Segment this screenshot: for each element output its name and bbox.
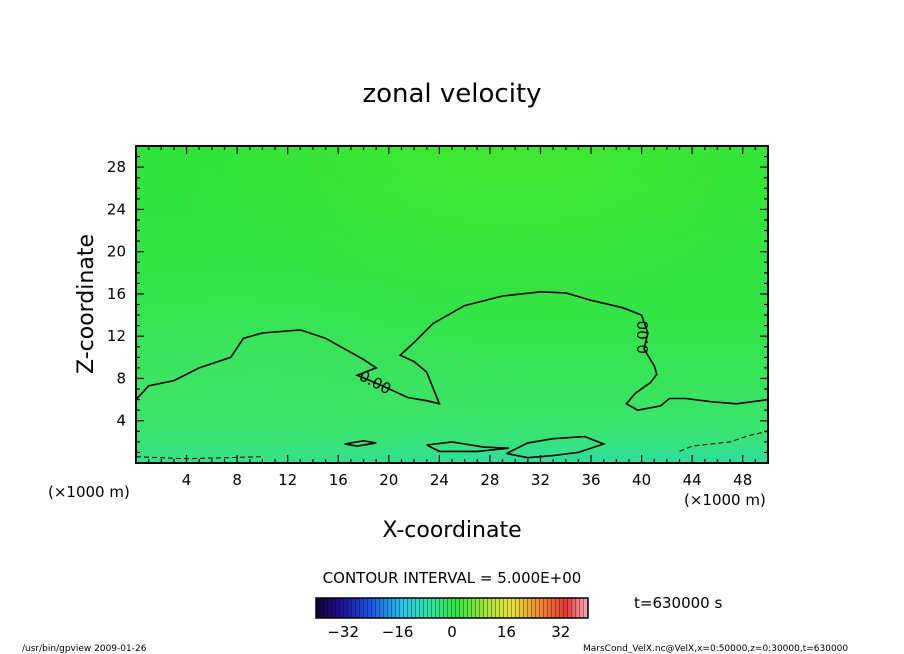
- y-tick-label: 20: [107, 243, 126, 261]
- zero-contour-line: [135, 290, 769, 412]
- zero-contour-loop-c: [506, 435, 607, 459]
- x-axis-ticks: 4 8 12 16 20 24 28 32 36 40 44 48: [148, 146, 756, 489]
- x-tick-label: 28: [480, 471, 499, 489]
- y-tick-label: 24: [107, 200, 126, 218]
- y-tick-label: 8: [116, 369, 126, 387]
- time-label: t=630000 s: [634, 594, 722, 612]
- colorbar-frame: [315, 597, 589, 619]
- colorbar-tick-label: 32: [551, 623, 570, 641]
- y-axis-unit: (×1000 m): [684, 491, 766, 509]
- colorbar-segments: [316, 598, 588, 618]
- x-tick-label: 36: [581, 471, 600, 489]
- contour-lines: [135, 290, 769, 460]
- x-tick-label: 20: [379, 471, 398, 489]
- colorbar-tick-label: 0: [447, 623, 457, 641]
- colorbar: −32 −16 0 16 32: [315, 597, 589, 641]
- x-axis-label: X-coordinate: [382, 518, 521, 543]
- x-tick-label: 40: [632, 471, 651, 489]
- zero-contour-loop-a: [344, 439, 377, 447]
- negative-contour-line-right: [679, 430, 769, 452]
- x-tick-label: 48: [733, 471, 752, 489]
- chart-title: zonal velocity: [362, 79, 541, 109]
- x-tick-label: 24: [430, 471, 449, 489]
- footer-right: MarsCond_VelX.nc@VelX,x=0:50000,z=0:3000…: [583, 644, 848, 654]
- x-tick-label: 8: [232, 471, 242, 489]
- contour-interval-label: CONTOUR INTERVAL = 5.000E+00: [323, 569, 582, 587]
- x-tick-label: 32: [531, 471, 550, 489]
- y-axis-label: Z-coordinate: [74, 234, 99, 374]
- x-axis-unit: (×1000 m): [48, 483, 130, 501]
- x-tick-label: 4: [182, 471, 192, 489]
- y-tick-label: 16: [107, 285, 126, 303]
- field-low-shade: [136, 146, 768, 463]
- colorbar-ticks: −32 −16 0 16 32: [327, 623, 570, 641]
- y-axis-ticks: 4 8 12 16 20 24 28: [107, 155, 768, 454]
- y-tick-label: 4: [116, 412, 126, 430]
- contour-label-right: 0.00: [634, 321, 652, 354]
- colorbar-tick-label: −16: [382, 623, 414, 641]
- colorbar-tick-label: 16: [497, 623, 516, 641]
- zero-contour-loop-b: [426, 441, 509, 453]
- x-tick-label: 44: [683, 471, 702, 489]
- colorbar-tick-label: −32: [327, 623, 359, 641]
- x-tick-label: 12: [278, 471, 297, 489]
- footer-left: /usr/bin/gpview 2009-01-26: [22, 644, 147, 654]
- y-tick-label: 12: [107, 327, 126, 345]
- y-tick-label: 28: [107, 158, 126, 176]
- x-tick-label: 16: [329, 471, 348, 489]
